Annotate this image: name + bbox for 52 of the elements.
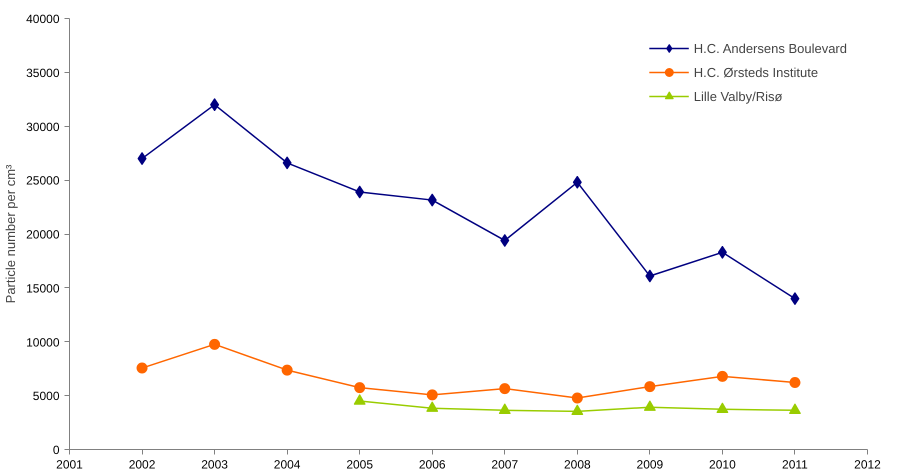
- x-tick-label: 2003: [201, 458, 228, 471]
- x-tick-label: 2002: [128, 458, 156, 471]
- legend-label: H.C. Andersens Boulevard: [694, 40, 847, 56]
- legend-label: H.C. Ørsteds Institute: [694, 64, 818, 80]
- y-tick-label: 15000: [26, 281, 60, 296]
- y-tick-label: 25000: [26, 174, 60, 188]
- point: [500, 234, 510, 247]
- x-tick-label: 2009: [636, 458, 664, 471]
- y-tick-label: 40000: [26, 12, 60, 26]
- point: [138, 152, 147, 166]
- x-tick-label: 2012: [854, 458, 882, 471]
- point: [136, 362, 148, 374]
- x-tick-label: 2006: [418, 458, 446, 471]
- y-tick-label: 20000: [26, 228, 60, 242]
- point: [282, 364, 293, 376]
- y-axis-title: Particle number per cm³: [3, 164, 18, 304]
- point: [716, 370, 728, 382]
- point: [426, 401, 438, 412]
- point: [718, 246, 727, 259]
- x-tick-label: 2001: [56, 458, 84, 471]
- point: [716, 402, 728, 413]
- point: [644, 381, 656, 392]
- point: [209, 338, 220, 350]
- y-tick-label: 10000: [26, 335, 60, 350]
- y-tick-label: 30000: [26, 120, 60, 134]
- point: [572, 176, 582, 189]
- point: [788, 403, 801, 414]
- point: [790, 292, 800, 306]
- point: [571, 404, 584, 416]
- y-tick-label: 5000: [32, 389, 60, 404]
- point: [498, 403, 511, 414]
- x-tick-label: 2007: [491, 458, 518, 471]
- point: [355, 185, 364, 198]
- point: [354, 394, 366, 405]
- point: [210, 98, 220, 112]
- point: [426, 389, 438, 400]
- point: [644, 400, 656, 411]
- point: [354, 382, 366, 394]
- point: [645, 270, 654, 283]
- x-tick-label: 2011: [782, 458, 808, 471]
- legend-label: Lille Valby/Risø: [694, 88, 782, 104]
- y-tick-label: 35000: [26, 66, 60, 80]
- point: [282, 156, 292, 170]
- x-tick-label: 2010: [709, 458, 736, 471]
- point: [789, 376, 800, 388]
- x-tick-label: 2008: [564, 458, 591, 471]
- point: [428, 194, 437, 207]
- x-tick-label: 2004: [274, 458, 301, 471]
- point: [572, 392, 583, 404]
- y-tick-label: 0: [52, 443, 60, 457]
- x-tick-label: 2005: [346, 458, 374, 471]
- point: [499, 383, 510, 394]
